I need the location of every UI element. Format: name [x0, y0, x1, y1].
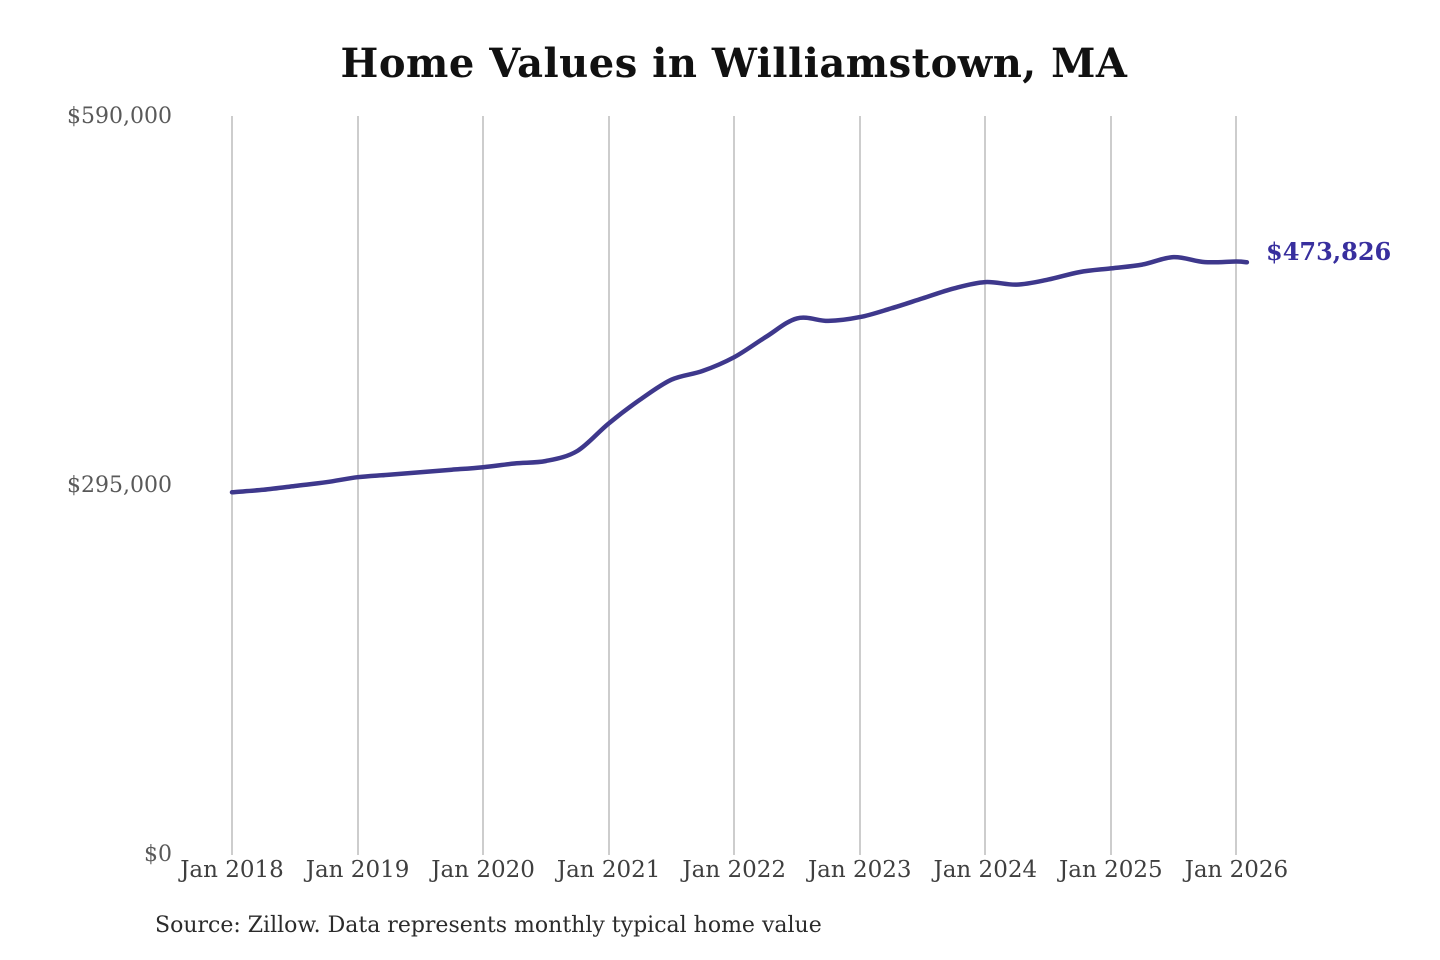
- gridline-jan-2019: [356, 116, 359, 855]
- x-tick-label: Jan 2018: [180, 857, 284, 883]
- gridline-jan-2026: [1235, 116, 1238, 855]
- gridline-jan-2024: [984, 116, 987, 855]
- y-tick-label: $0: [144, 842, 172, 867]
- x-tick-label: Jan 2019: [305, 857, 410, 883]
- source-note: Source: Zillow. Data represents monthly …: [155, 913, 822, 938]
- x-tick-label: Jan 2020: [431, 857, 535, 883]
- gridline-jan-2021: [607, 116, 610, 855]
- x-tick-label: Jan 2023: [807, 857, 912, 883]
- x-tick-label: Jan 2025: [1059, 857, 1163, 883]
- gridline-jan-2025: [1109, 116, 1112, 855]
- x-tick-label: Jan 2026: [1184, 857, 1289, 883]
- x-tick-label: Jan 2022: [682, 857, 786, 883]
- y-tick-label: $590,000: [67, 104, 172, 129]
- current-value-label: $473,826: [1266, 237, 1392, 266]
- gridline-jan-2022: [733, 116, 736, 855]
- home-value-line: [229, 254, 1250, 495]
- gridline-jan-2023: [858, 116, 861, 855]
- gridline-jan-2018: [231, 116, 233, 855]
- y-tick-label: $295,000: [67, 473, 172, 498]
- gridline-jan-2020: [482, 116, 485, 855]
- x-tick-label: Jan 2021: [556, 857, 661, 883]
- chart-title: Home Values in Williamstown, MA: [340, 40, 1128, 87]
- x-tick-label: Jan 2024: [933, 857, 1038, 883]
